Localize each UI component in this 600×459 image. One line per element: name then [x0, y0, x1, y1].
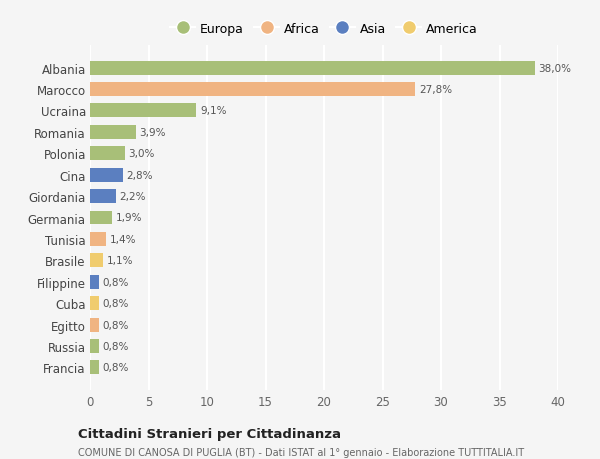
Text: 1,4%: 1,4%: [110, 235, 136, 244]
Bar: [90, 104, 196, 118]
Text: 1,1%: 1,1%: [106, 256, 133, 266]
Bar: [90, 126, 136, 140]
Bar: [90, 190, 116, 204]
Bar: [90, 83, 415, 97]
Text: 2,2%: 2,2%: [119, 192, 146, 202]
Text: 3,0%: 3,0%: [128, 149, 155, 159]
Text: 27,8%: 27,8%: [419, 85, 452, 95]
Text: 0,8%: 0,8%: [103, 341, 129, 351]
Text: 0,8%: 0,8%: [103, 298, 129, 308]
Text: 38,0%: 38,0%: [538, 63, 571, 73]
Bar: [90, 297, 100, 310]
Text: 1,9%: 1,9%: [116, 213, 142, 223]
Text: 0,8%: 0,8%: [103, 320, 129, 330]
Bar: [90, 318, 100, 332]
Bar: [90, 232, 106, 246]
Text: 9,1%: 9,1%: [200, 106, 226, 116]
Text: 0,8%: 0,8%: [103, 277, 129, 287]
Legend: Europa, Africa, Asia, America: Europa, Africa, Asia, America: [165, 18, 483, 41]
Text: COMUNE DI CANOSA DI PUGLIA (BT) - Dati ISTAT al 1° gennaio - Elaborazione TUTTIT: COMUNE DI CANOSA DI PUGLIA (BT) - Dati I…: [78, 448, 524, 458]
Text: 0,8%: 0,8%: [103, 363, 129, 373]
Bar: [90, 275, 100, 289]
Bar: [90, 361, 100, 375]
Text: 2,8%: 2,8%: [126, 170, 153, 180]
Bar: [90, 211, 112, 225]
Bar: [90, 62, 535, 75]
Bar: [90, 254, 103, 268]
Bar: [90, 168, 123, 182]
Text: 3,9%: 3,9%: [139, 128, 166, 138]
Text: Cittadini Stranieri per Cittadinanza: Cittadini Stranieri per Cittadinanza: [78, 427, 341, 440]
Bar: [90, 147, 125, 161]
Bar: [90, 339, 100, 353]
